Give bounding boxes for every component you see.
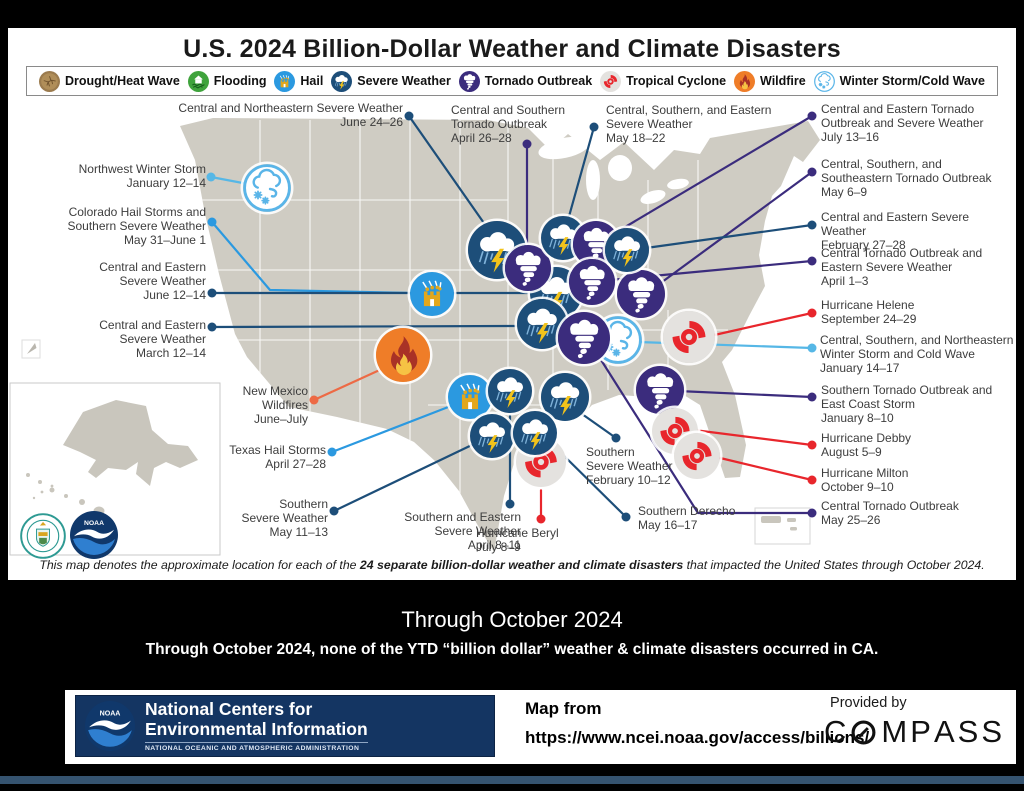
noaa-logo-icon xyxy=(85,701,135,751)
legend-label: Winter Storm/Cold Wave xyxy=(839,74,985,88)
cyclone-disaster-icon xyxy=(663,311,715,363)
winter-icon xyxy=(814,71,835,92)
map-caption: This map denotes the approximate locatio… xyxy=(8,558,1016,572)
banner: Through October 2024 Through October 202… xyxy=(0,580,1024,688)
doc-seal-logo xyxy=(20,513,66,564)
legend-label: Tornado Outbreak xyxy=(484,74,593,88)
legend-bar: Drought/Heat Wave Flooding Hail Severe Weat… xyxy=(26,66,998,96)
event-label: Central and Eastern Severe Weather March 1… xyxy=(99,318,206,361)
map-source: Map from https://www.ncei.noaa.gov/acces… xyxy=(525,699,869,748)
tornado-disaster-icon xyxy=(617,270,665,318)
event-label: Central and Southern Tornado Outbreak Apri… xyxy=(451,103,566,146)
event-label: Central and Eastern Tornado Outbreak and … xyxy=(821,102,984,145)
event-label: Southern Severe Weather February 10–12 xyxy=(586,445,673,488)
footer-strip: National Centers for Environmental Infor… xyxy=(0,688,1024,768)
noaa-subtitle: NATIONAL OCEANIC AND ATMOSPHERIC ADMINIS… xyxy=(145,741,368,752)
map-source-url: https://www.ncei.noaa.gov/access/billion… xyxy=(525,728,870,747)
event-label: Central Tornado Outbreak May 25–26 xyxy=(821,499,959,528)
us-map xyxy=(9,111,820,556)
noaa-name-line1: National Centers for xyxy=(145,699,313,720)
drought-icon xyxy=(39,71,60,92)
north-arrow-icon xyxy=(21,339,41,359)
leader-lines xyxy=(206,111,817,524)
event-label: Central, Southern, and Southeastern Torna… xyxy=(821,157,992,200)
tornado-disaster-icon xyxy=(636,366,684,414)
compass-o-icon xyxy=(851,720,876,744)
noaa-logo-small xyxy=(70,511,118,564)
banner-title: Through October 2024 xyxy=(401,607,623,632)
legend-label: Wildfire xyxy=(760,74,806,88)
event-label: Central and Northeastern Severe Weather J… xyxy=(178,101,403,130)
map-from-label: Map from xyxy=(525,699,602,718)
event-label: Texas Hail Storms April 27–28 xyxy=(229,443,326,472)
legend-label: Hail xyxy=(300,74,324,88)
hail-icon xyxy=(274,71,295,92)
event-label: Central Tornado Outbreak and Eastern Seve… xyxy=(821,246,983,289)
tornado-disaster-icon xyxy=(569,259,615,305)
event-label: Southern Severe Weather May 11–13 xyxy=(241,497,329,540)
us-silhouette xyxy=(180,118,820,552)
event-label: New Mexico Wildfires June–July xyxy=(242,384,308,427)
tornado-disaster-icon xyxy=(558,312,610,364)
legend-item-severe: Severe Weather xyxy=(331,71,451,92)
event-label: Southern Tornado Outbreak and East Coast … xyxy=(821,383,993,426)
legend-label: Flooding xyxy=(213,74,267,88)
event-label: Hurricane Beryl July 8–9 xyxy=(476,526,559,555)
event-label: Southern Derecho May 16–17 xyxy=(638,504,736,533)
severe-disaster-icon xyxy=(470,414,514,458)
event-label: Central, Southern, and Northeastern Winte… xyxy=(820,333,1014,376)
event-label: Central, Southern, and Eastern Severe Wea… xyxy=(606,103,772,146)
hail-disaster-icon xyxy=(448,375,492,419)
bottom-bar xyxy=(0,776,1024,784)
caption-bold: 24 separate billion-dollar weather and c… xyxy=(359,558,684,572)
legend-label: Tropical Cyclone xyxy=(626,74,727,88)
event-label: Colorado Hail Storms and Southern Severe … xyxy=(67,205,206,248)
legend-label: Drought/Heat Wave xyxy=(65,74,180,88)
provided-by-label: Provided by xyxy=(830,695,907,711)
winter-disaster-icon xyxy=(243,164,291,212)
great-lakes xyxy=(538,136,689,204)
event-label: Hurricane Debby August 5–9 xyxy=(821,431,912,460)
legend-item-hail: Hail xyxy=(274,71,323,92)
flood-icon xyxy=(188,71,209,92)
bottom-strip xyxy=(0,768,1024,791)
event-label: Northwest Winter Storm January 12–14 xyxy=(78,162,206,191)
noaa-block: National Centers for Environmental Infor… xyxy=(75,695,495,757)
caption-prefix: This map denotes the approximate locatio… xyxy=(39,558,360,572)
severe-disaster-icon xyxy=(513,411,557,455)
severe-icon xyxy=(331,71,352,92)
caption-suffix: that impacted the United States through … xyxy=(683,558,985,572)
hail-disaster-icon xyxy=(410,272,454,316)
event-label: Central and Eastern Severe Weather June 12… xyxy=(99,260,206,303)
event-label: Southern and Eastern Severe Weather April … xyxy=(404,510,521,553)
severe-disaster-icon xyxy=(488,369,532,413)
cyclone-icon xyxy=(600,71,621,92)
noaa-name-line2: Environmental Information xyxy=(145,718,368,739)
legend-item-wildfire: Wildfire xyxy=(734,71,806,92)
map-panel: U.S. 2024 Billion-Dollar Weather and Cli… xyxy=(8,28,1016,580)
tornado-icon xyxy=(459,71,480,92)
wildfire-disaster-icon xyxy=(376,328,430,382)
wildfire-icon xyxy=(734,71,755,92)
banner-subtitle: Through October 2024, none of the YTD “b… xyxy=(145,641,879,658)
legend-item-drought: Drought/Heat Wave xyxy=(39,71,180,92)
legend-item-cyclone: Tropical Cyclone xyxy=(600,71,726,92)
event-label: Hurricane Milton October 9–10 xyxy=(821,466,909,495)
map-area: Northwest Winter Storm January 12–14 Color… xyxy=(8,100,1016,558)
footer: National Centers for Environmental Infor… xyxy=(65,690,1016,764)
legend-item-winter: Winter Storm/Cold Wave xyxy=(814,71,985,92)
event-label: Central and Eastern Severe Weather Februa… xyxy=(821,210,970,253)
legend-item-flood: Flooding xyxy=(188,71,267,92)
legend-item-tornado: Tornado Outbreak xyxy=(459,71,592,92)
event-label: Hurricane Helene September 24–29 xyxy=(821,298,917,327)
page-title: U.S. 2024 Billion-Dollar Weather and Cli… xyxy=(183,35,841,63)
legend-label: Severe Weather xyxy=(357,74,451,88)
